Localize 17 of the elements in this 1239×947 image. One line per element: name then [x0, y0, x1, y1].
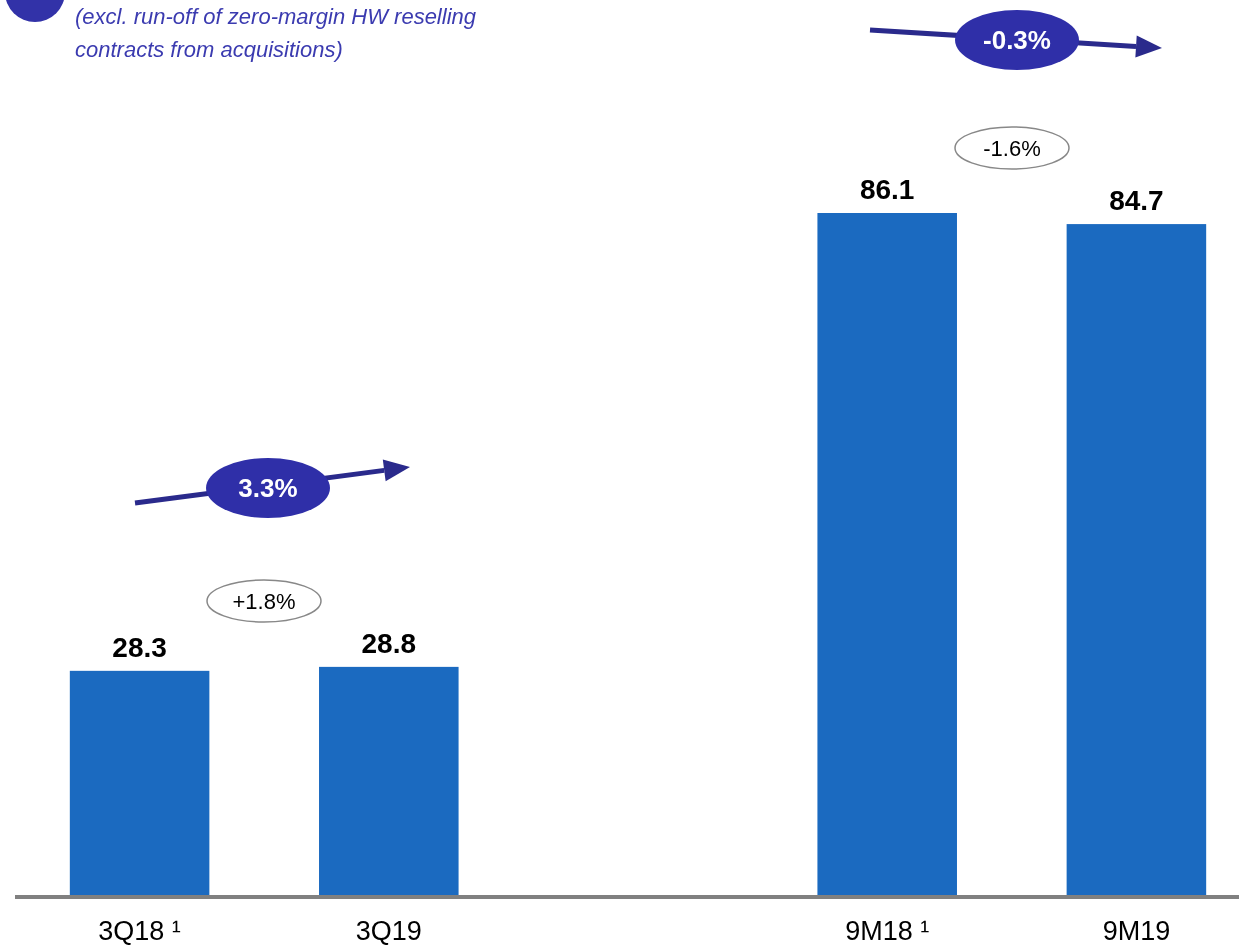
data-label: 86.1 — [859, 174, 915, 205]
x-tick-label: 9M19 — [1102, 916, 1171, 946]
x-tick-label: 9M18 ¹ — [845, 916, 930, 946]
text: -1.6% — [983, 136, 1041, 161]
text: (excl. run-off of zero-margin HW reselling contracts from acquisitions) — [75, 3, 477, 64]
bar — [817, 213, 957, 895]
bar — [69, 670, 210, 895]
text: -0.3% — [983, 25, 1051, 55]
data-label: 84.7 — [1109, 185, 1164, 217]
bar — [319, 666, 459, 895]
bar — [1066, 224, 1207, 895]
annotation: +1.8% — [232, 589, 296, 614]
data-label: 28.3 — [112, 631, 167, 663]
annotation: 3.3% — [238, 473, 298, 503]
x-tick-label: 3Q19 — [355, 916, 422, 946]
data-label: 28.8 — [361, 627, 417, 659]
x-tick-label: 3Q18 ¹ — [98, 916, 181, 946]
